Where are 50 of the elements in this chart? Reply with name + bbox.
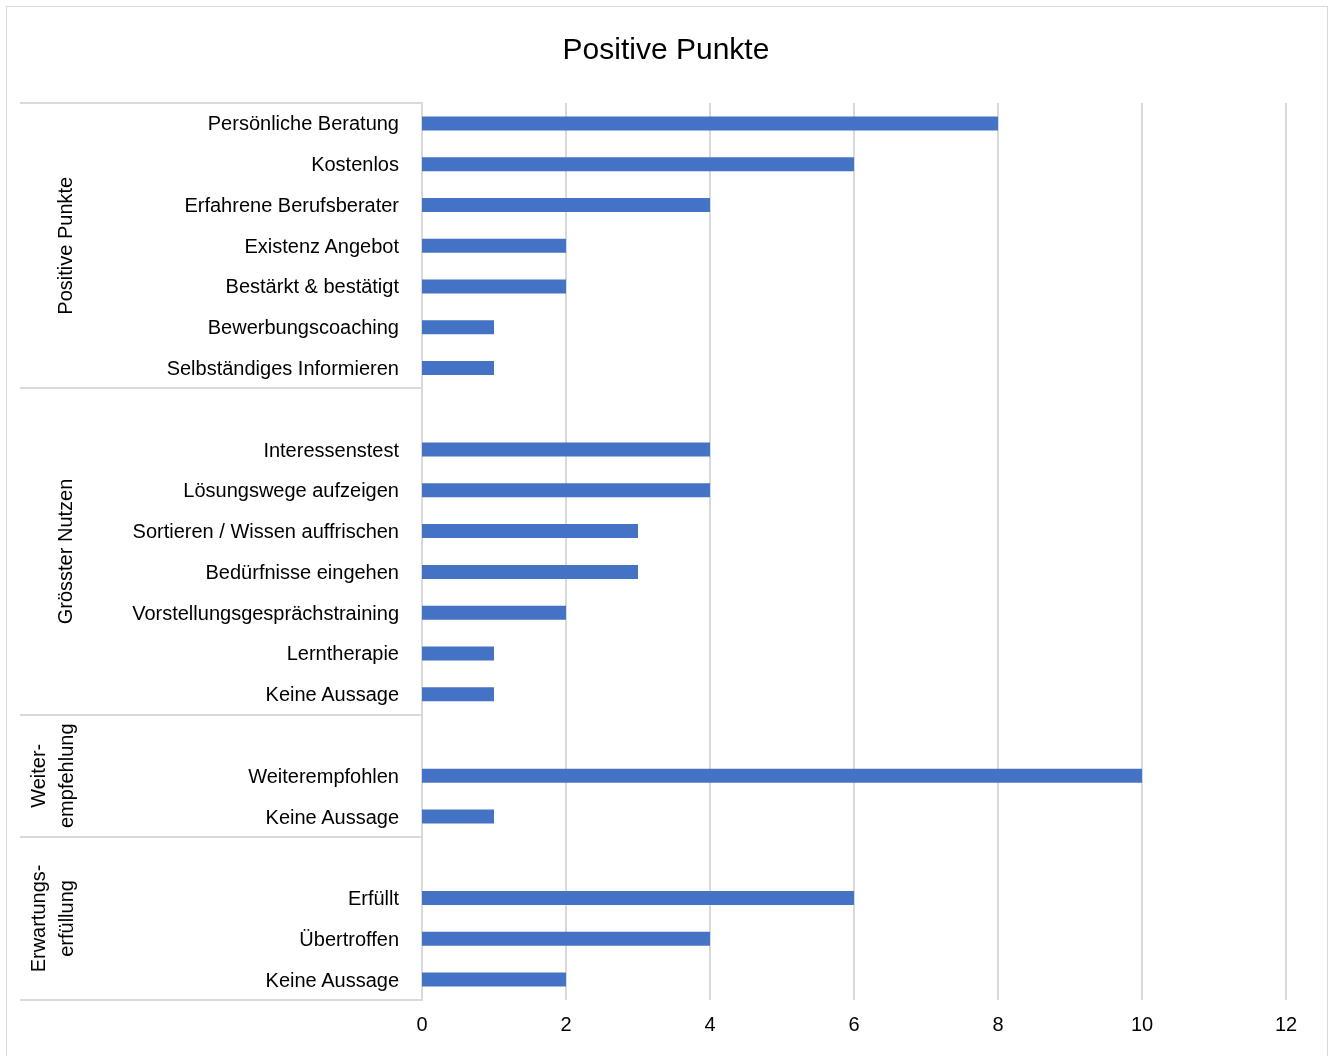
bar [422,238,566,253]
bar [422,809,494,824]
text: Weiter- empfehlung [27,723,77,829]
bar [422,646,494,661]
y-tick-label: Persönliche Beratung [207,112,399,135]
bar [422,197,710,212]
bar [422,972,566,987]
bar [422,564,638,579]
y-tick-label: Keine Aussage [265,968,399,991]
bar [422,442,710,457]
bar [422,361,494,376]
x-tick-label: 12 [1274,1013,1298,1035]
y-tick-label: Existenz Angebot [244,234,400,257]
y-tick-label: Selbständiges Informieren [166,357,399,380]
bar [422,279,566,294]
bar [422,116,998,131]
y-tick-label: Lösungswege aufzeigen [183,479,399,502]
bar [422,483,710,498]
chart-title: Positive Punkte [562,31,770,65]
y-tick-label: Interessenstest [263,438,400,461]
bar [422,524,638,539]
y-tick-label: Kostenlos [311,153,399,176]
text: Erwartungs- erfüllung [27,864,77,973]
y-tick-label: Übertroffen [299,927,399,950]
bar [422,931,710,946]
y-tick-label: Lerntherapie [286,642,399,665]
bar [422,157,854,172]
bar [422,320,494,335]
text: Grösster Nutzen [54,478,76,625]
bar [422,891,854,906]
y-tick-label: Bedürfnisse eingehen [205,560,399,583]
y-tick-label: Sortieren / Wissen auffrischen [132,520,399,543]
x-tick-label: 6 [848,1013,860,1035]
bar [422,605,566,620]
x-tick-label: 4 [704,1013,716,1035]
y-tick-label: Vorstellungsgesprächstraining [132,601,399,624]
y-tick-label: Keine Aussage [265,683,399,706]
y-tick-label: Bewerbungscoaching [207,316,399,339]
x-tick-label: 8 [992,1013,1004,1035]
x-tick-label: 0 [416,1013,428,1035]
y-tick-label: Erfahrene Berufsberater [184,193,400,216]
text: Positive Punkte [54,176,76,315]
y-tick-label: Erfüllt [347,887,400,910]
y-tick-label: Bestärkt & bestätigt [225,275,400,298]
bar [422,687,494,702]
y-tick-label: Weiterempfohlen [248,764,399,787]
bar [422,768,1142,783]
y-tick-label: Keine Aussage [265,805,399,828]
x-tick-label: 2 [560,1013,572,1035]
x-tick-label: 10 [1130,1013,1154,1035]
